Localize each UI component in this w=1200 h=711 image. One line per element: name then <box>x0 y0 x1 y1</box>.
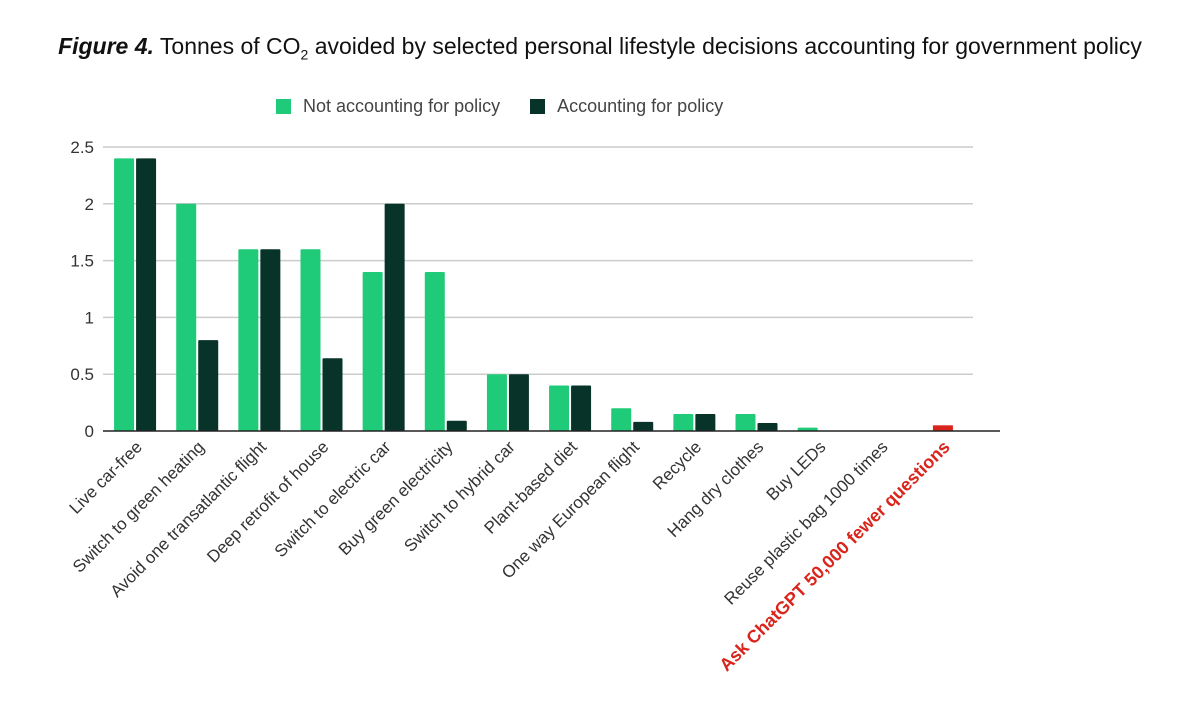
bar-accounting <box>695 413 716 431</box>
bar-not-accounting <box>424 271 445 431</box>
bar-accounting <box>446 420 467 431</box>
figure-title: Figure 4. Tonnes of CO2 avoided by selec… <box>0 33 1200 63</box>
figure-label: Figure 4. <box>58 33 154 59</box>
bar-not-accounting <box>549 385 570 431</box>
figure-title-text: Tonnes of CO <box>153 33 301 59</box>
x-tick-label: Buy LEDs <box>763 437 830 504</box>
bar-highlight <box>932 425 953 431</box>
bar-not-accounting <box>611 408 632 431</box>
x-tick-label: Buy green electricity <box>335 437 457 559</box>
x-tick-label: Switch to hybrid car <box>400 437 519 556</box>
bar-not-accounting <box>797 427 818 431</box>
x-tick-label: Deep retrofit of house <box>203 437 332 566</box>
bar-accounting <box>571 385 592 431</box>
legend-item-accounting: Accounting for policy <box>530 96 723 117</box>
bar-accounting <box>633 421 654 431</box>
bar-accounting <box>136 158 157 432</box>
y-tick-label: 1.5 <box>70 252 94 271</box>
x-tick-label: Recycle <box>649 437 705 493</box>
bar-accounting <box>384 203 405 431</box>
legend-swatch-accounting <box>530 99 546 114</box>
figure-title-subscript: 2 <box>300 46 309 63</box>
y-tick-label: 1 <box>85 308 94 327</box>
bar-not-accounting <box>362 271 383 431</box>
y-tick-label: 2 <box>85 195 94 214</box>
y-tick-label: 2.5 <box>70 138 94 157</box>
bar-not-accounting <box>238 249 259 431</box>
x-tick-label: Switch to electric car <box>271 437 395 561</box>
bar-not-accounting <box>486 374 507 431</box>
bar-not-accounting <box>673 413 694 431</box>
y-tick-label: 0 <box>85 422 94 441</box>
bar-not-accounting <box>300 249 321 431</box>
bar-not-accounting <box>176 203 197 431</box>
bar-accounting <box>260 249 281 431</box>
bar-accounting <box>198 340 219 431</box>
bar-accounting <box>757 423 778 431</box>
bar-accounting <box>508 374 529 431</box>
chart-legend: Not accounting for policy Accounting for… <box>276 96 753 117</box>
legend-item-not-accounting: Not accounting for policy <box>276 96 500 117</box>
legend-swatch-not-accounting <box>276 99 291 114</box>
y-tick-label: 0.5 <box>70 365 94 384</box>
bar-accounting <box>322 358 343 431</box>
legend-label-accounting: Accounting for policy <box>557 96 724 116</box>
legend-label-not-accounting: Not accounting for policy <box>303 96 501 116</box>
figure-title-text-rest: avoided by selected personal lifestyle d… <box>308 33 1142 59</box>
bar-not-accounting <box>114 158 135 432</box>
x-tick-label: Ask ChatGPT 50,000 fewer questions <box>715 437 953 675</box>
bar-not-accounting <box>735 413 756 431</box>
